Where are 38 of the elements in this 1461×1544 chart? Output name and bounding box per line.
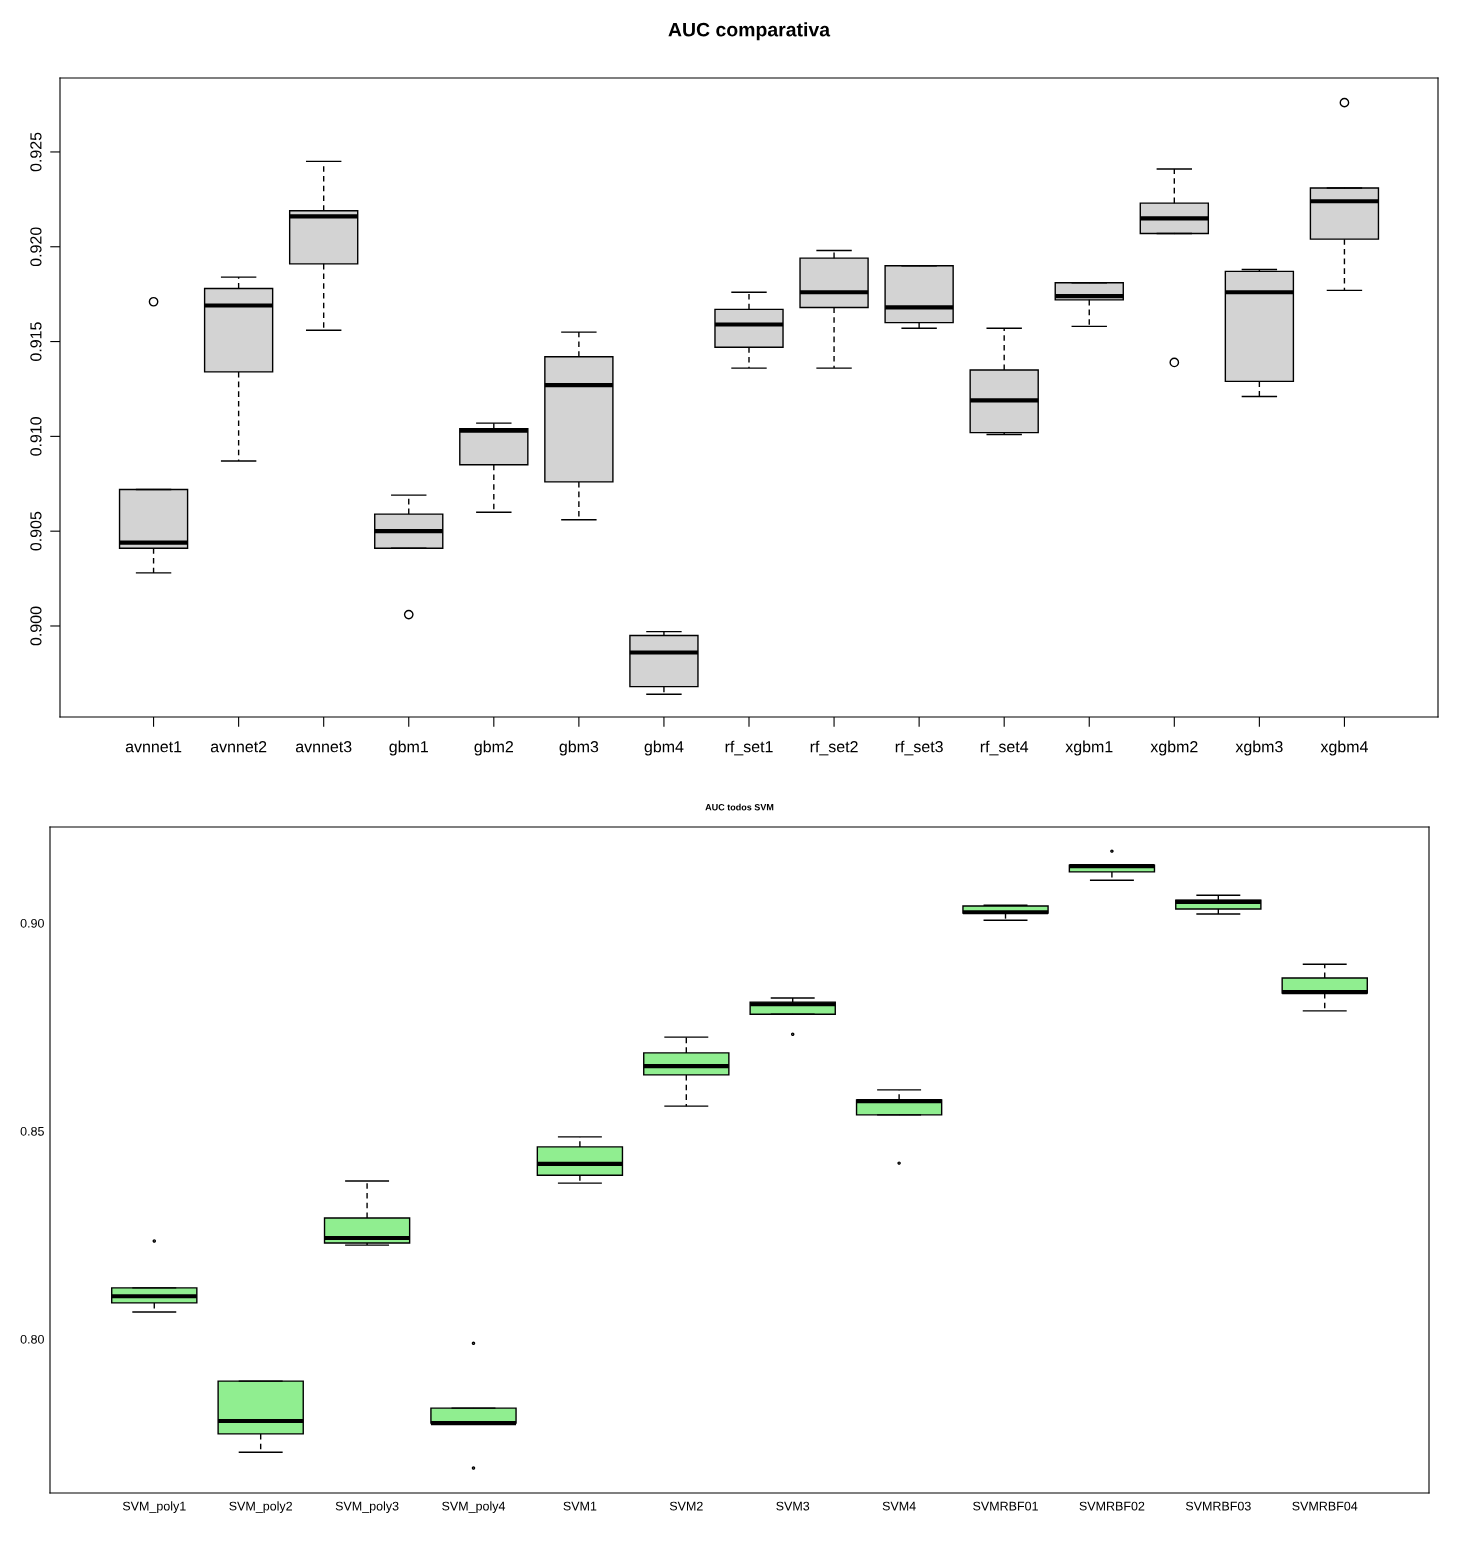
x-tick-label: SVM_poly3: [335, 1501, 399, 1513]
x-tick-label: SVM_poly2: [229, 1501, 293, 1513]
y-tick-label: 0.85: [20, 1126, 44, 1136]
x-tick-label: rf_set3: [895, 740, 943, 756]
x-tick-label: SVM3: [776, 1501, 810, 1511]
x-tick-label: SVM4: [882, 1501, 916, 1511]
y-tick-label: 0.905: [30, 511, 42, 551]
chart-title: AUC comparativa: [668, 22, 831, 41]
x-tick-label: xgbm4: [1320, 740, 1368, 756]
x-tick-label: SVM2: [669, 1501, 703, 1511]
y-tick-label: 0.80: [20, 1334, 44, 1344]
y-tick-label: 0.915: [30, 322, 42, 361]
x-tick-label: gbm2: [474, 740, 513, 756]
x-tick-label: gbm4: [644, 740, 684, 756]
x-tick-label: avnnet2: [210, 741, 267, 753]
x-tick-label: gbm1: [389, 740, 428, 756]
x-tick-label: rf_set1: [725, 740, 773, 756]
x-tick-label: SVM_poly1: [122, 1501, 186, 1513]
x-tick-label: rf_set2: [810, 740, 858, 756]
y-tick-label: 0.910: [30, 417, 42, 456]
x-tick-label: SVM_poly4: [442, 1501, 506, 1513]
x-tick-label: SVMRBF04: [1292, 1501, 1358, 1511]
x-tick-label: xgbm1: [1065, 740, 1113, 756]
x-tick-label: SVM1: [563, 1501, 597, 1511]
y-tick-label: 0.900: [30, 606, 42, 646]
x-tick-label: gbm3: [559, 740, 599, 756]
x-tick-label: SVMRBF02: [1079, 1501, 1145, 1511]
x-tick-label: SVMRBF03: [1185, 1501, 1251, 1511]
y-tick-label: 0.920: [30, 227, 42, 267]
y-tick-label: 0.90: [20, 918, 44, 928]
x-tick-label: xgbm2: [1150, 740, 1198, 756]
x-tick-label: avnnet3: [295, 741, 352, 753]
chart-title: AUC todos SVM: [705, 803, 774, 811]
x-tick-label: xgbm3: [1235, 740, 1283, 756]
x-tick-label: avnnet1: [125, 741, 182, 753]
x-tick-label: rf_set4: [980, 740, 1029, 756]
y-tick-label: 0.925: [30, 132, 42, 172]
x-tick-label: SVMRBF01: [973, 1501, 1038, 1511]
